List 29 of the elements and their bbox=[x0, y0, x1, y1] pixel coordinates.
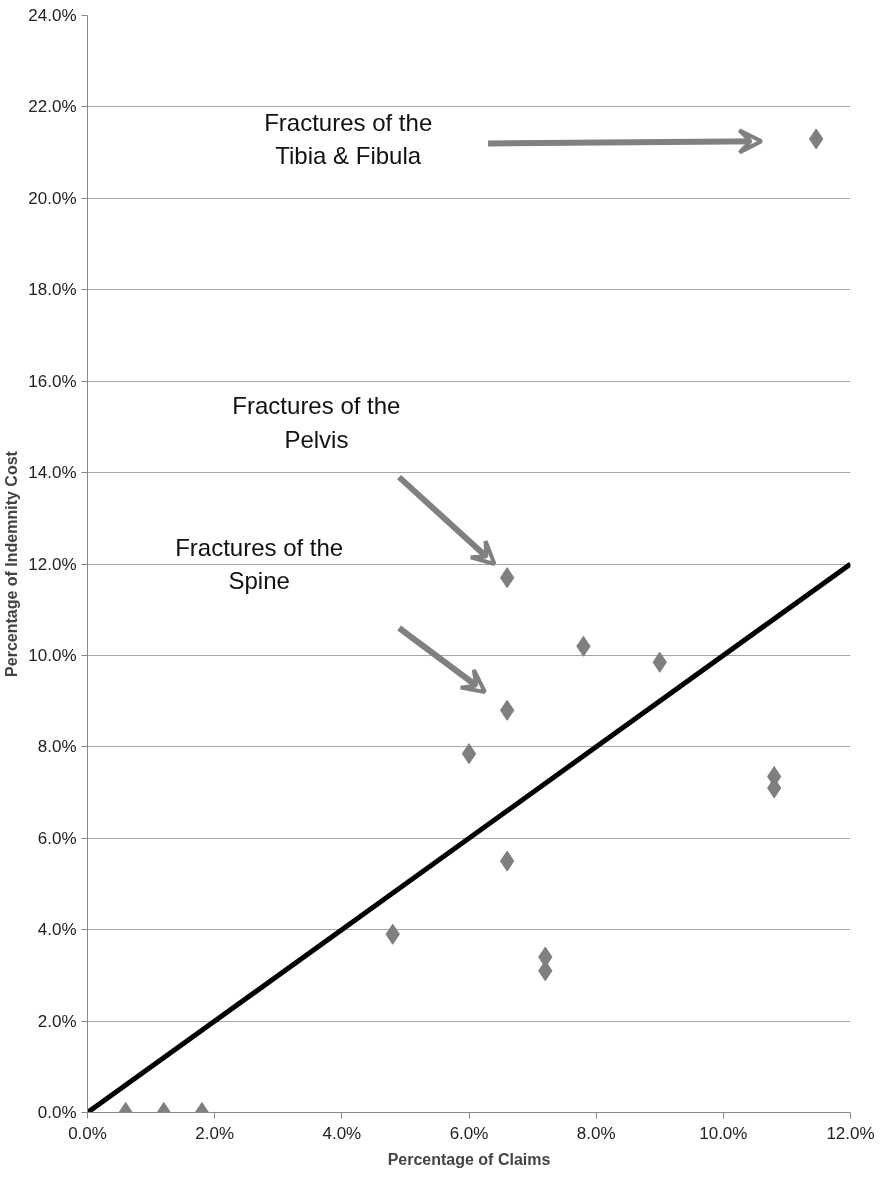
y-tick-label: 2.0% bbox=[37, 1011, 77, 1031]
point bbox=[461, 743, 477, 765]
x-tick-label: 0.0% bbox=[68, 1123, 107, 1143]
y-tick-label: 4.0% bbox=[37, 920, 77, 940]
annotation: Fractures of the Tibia & Fibula bbox=[264, 108, 433, 170]
y-tick-label: 18.0% bbox=[28, 280, 77, 300]
y-tick-label: 22.0% bbox=[28, 97, 77, 117]
y-tick-label: 0.0% bbox=[37, 1103, 77, 1122]
y-axis-title: Percentage of Indemnity Cost bbox=[3, 450, 21, 677]
y-tick-label: 6.0% bbox=[37, 828, 77, 848]
y-tick-label: 8.0% bbox=[37, 737, 77, 757]
x-tick-label: 2.0% bbox=[195, 1123, 235, 1143]
x-tick-label: 10.0% bbox=[699, 1123, 748, 1143]
y-tick-label: 12.0% bbox=[28, 554, 77, 574]
point bbox=[499, 699, 515, 721]
annotation: Fractures of the Pelvis bbox=[232, 391, 401, 453]
x-tick-label: 12.0% bbox=[826, 1123, 875, 1143]
annotation: Fractures of the Spine bbox=[175, 533, 344, 595]
x-tick-label: 8.0% bbox=[576, 1123, 616, 1143]
x-tick-label: 4.0% bbox=[322, 1123, 362, 1143]
point bbox=[499, 850, 515, 872]
point bbox=[499, 567, 515, 589]
y-tick-label: 20.0% bbox=[28, 188, 77, 208]
y-tick-label: 24.0% bbox=[28, 6, 77, 25]
y-tick-label: 10.0% bbox=[28, 645, 77, 665]
y-tick-label: 16.0% bbox=[28, 371, 77, 391]
y-tick-label: 14.0% bbox=[28, 463, 77, 483]
x-axis-title: Percentage of Claims bbox=[387, 1150, 551, 1168]
x-tick-label: 6.0% bbox=[449, 1123, 489, 1143]
